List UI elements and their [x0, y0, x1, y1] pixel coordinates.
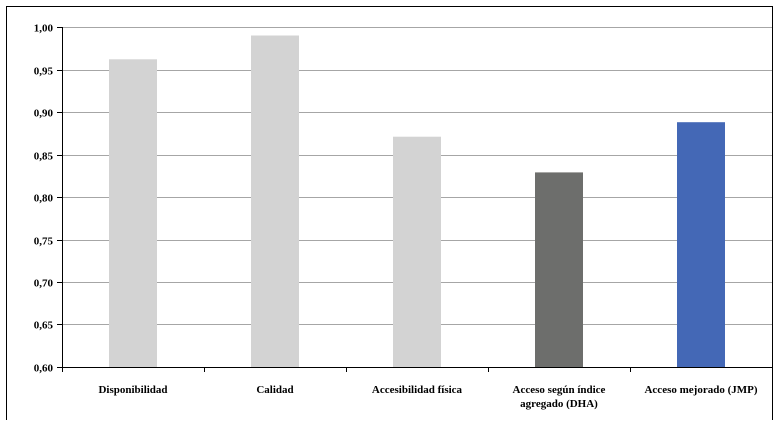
y-tick-labels: 0,60 0,65 0,70 0,75 0,80 0,85 0,90 0,95 1,00: [34, 23, 54, 375]
y-tick-label: 0,65: [34, 320, 54, 332]
y-tick-label: 0,85: [34, 151, 54, 163]
y-tick-label: 0,70: [34, 278, 54, 290]
x-category-label: Accesibilidad física: [372, 384, 463, 396]
y-tick-label: 0,80: [34, 193, 54, 205]
bar: [535, 172, 583, 367]
x-category-label: Calidad: [256, 384, 293, 396]
bar: [677, 122, 725, 367]
x-category-labels: Disponibilidad Calidad Accesibilidad físic…: [98, 384, 757, 410]
x-category-label: Disponibilidad: [98, 384, 167, 396]
y-tick-label: 1,00: [34, 23, 54, 35]
bar-layer: [109, 35, 725, 368]
bar: [251, 35, 299, 367]
y-tick-label: 0,60: [34, 363, 54, 375]
x-category-label: Acceso según índice agregado (DHA): [513, 384, 606, 410]
bar: [109, 59, 157, 368]
y-tick-label: 0,75: [34, 236, 54, 248]
y-tick-label: 0,90: [34, 108, 54, 120]
y-tick-label: 0,95: [34, 66, 54, 78]
x-category-label: Acceso mejorado (JMP): [644, 384, 757, 396]
bar: [393, 136, 441, 367]
